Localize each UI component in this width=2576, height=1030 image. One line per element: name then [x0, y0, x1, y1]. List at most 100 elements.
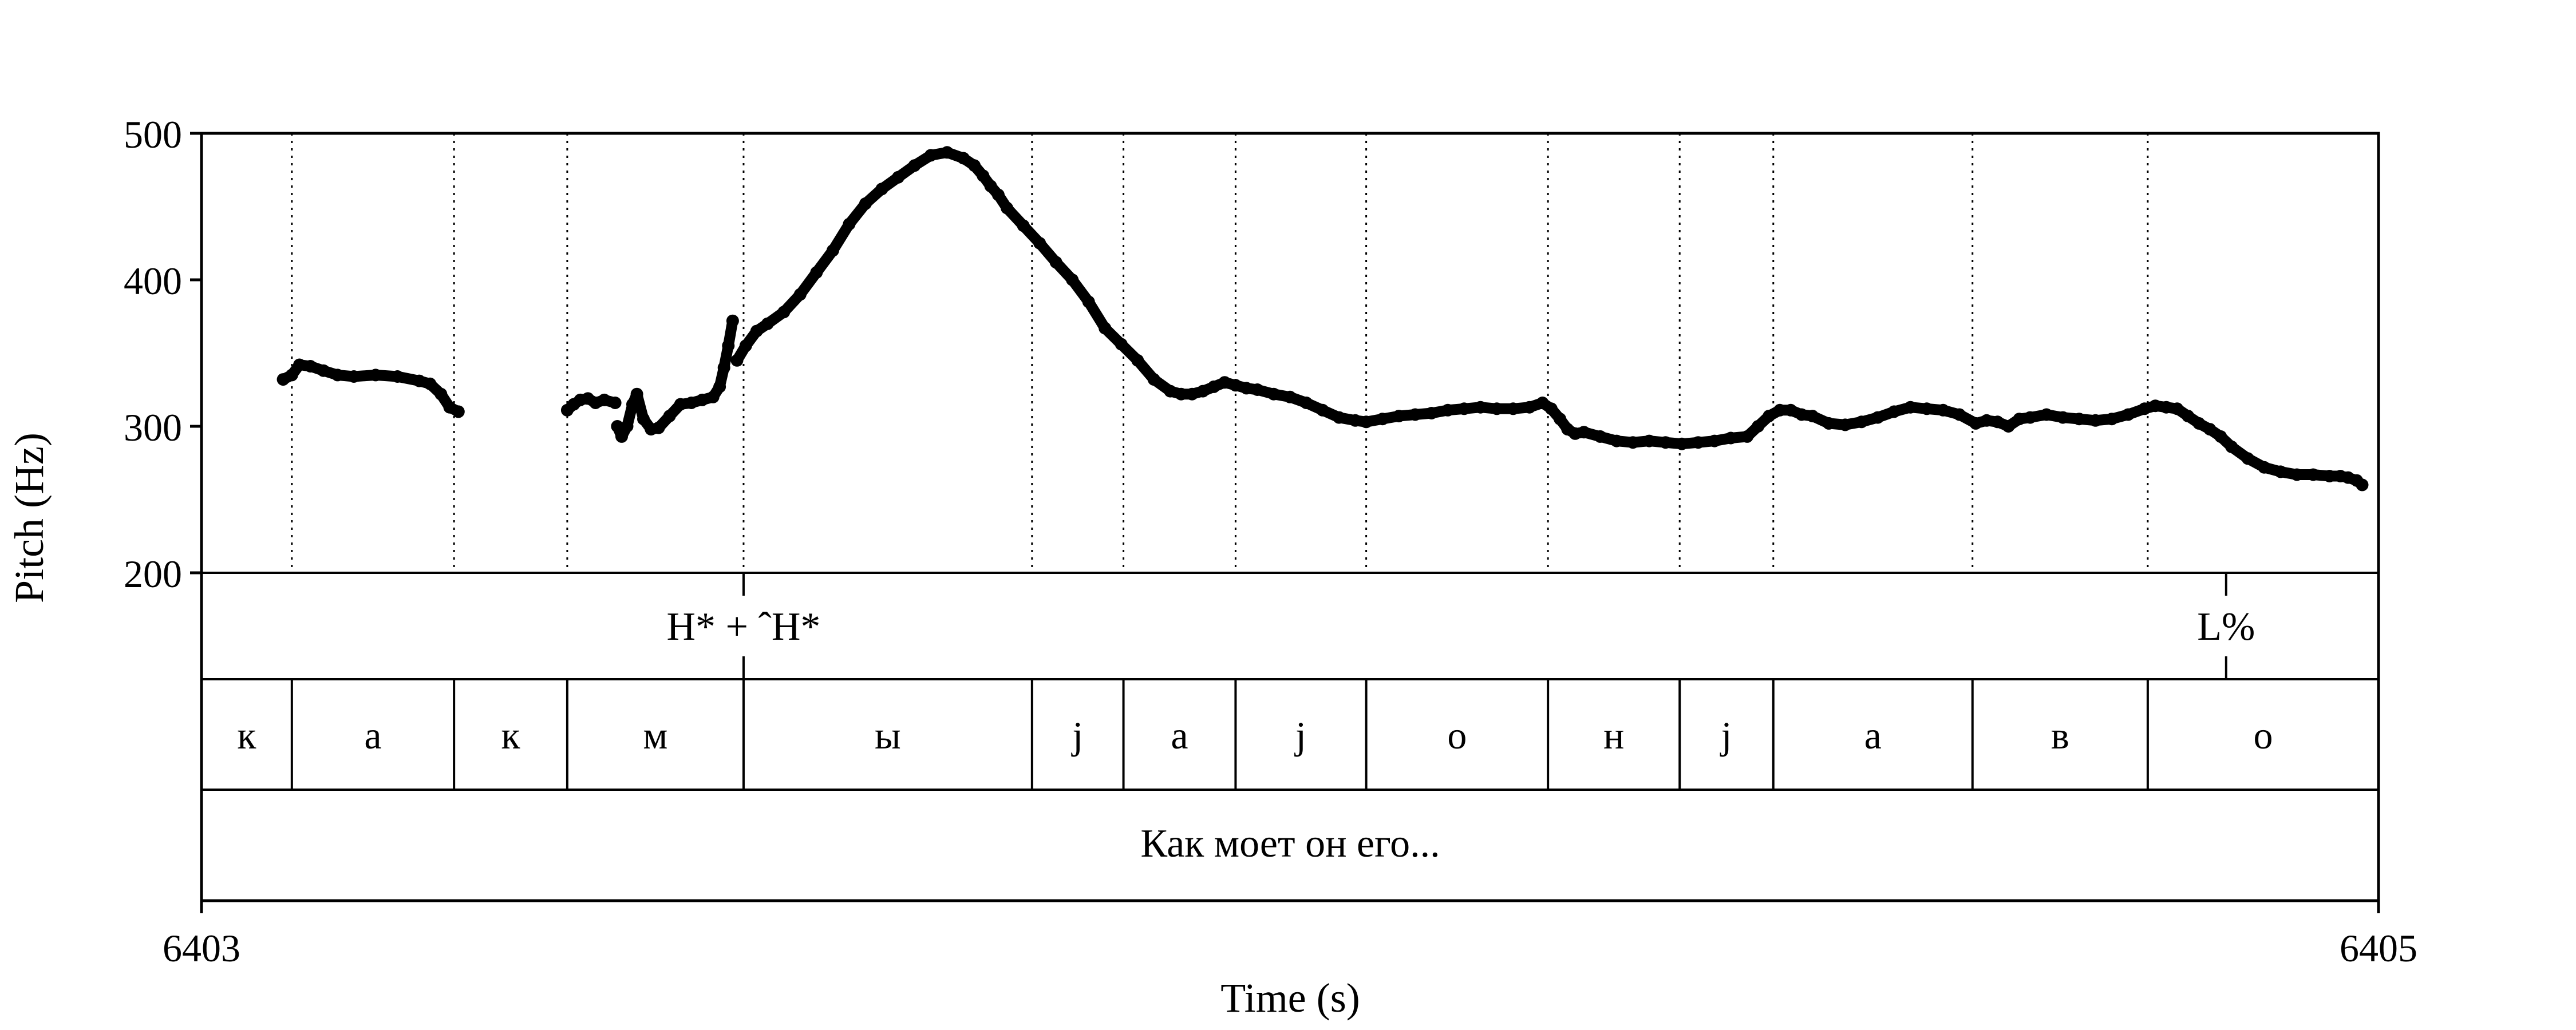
pitch-point [2182, 410, 2195, 423]
pitch-point [892, 171, 904, 184]
tone-label-1: L% [2197, 605, 2255, 649]
pitch-point [609, 397, 622, 409]
pitch-point [717, 361, 730, 374]
pitch-point [1240, 382, 1253, 395]
segment-label-7: j [1294, 714, 1306, 757]
pitch-point [1773, 403, 1787, 417]
pitch-point [1049, 256, 1062, 269]
pitch-point [1904, 401, 1917, 414]
pitch-point [1392, 410, 1405, 423]
pitch-point [722, 339, 735, 352]
pitch-point [2105, 413, 2119, 426]
segment-label-8: о [1447, 714, 1467, 757]
pitch-point [968, 159, 981, 172]
pitch-point [730, 354, 744, 367]
pitch-point [1207, 380, 1220, 393]
pitch-point [908, 159, 921, 172]
pitch-point [293, 358, 306, 371]
segment-label-12: в [2051, 714, 2069, 757]
pitch-point [1969, 417, 1982, 430]
pitch-point [1887, 405, 1901, 418]
segment-label-2: к [501, 714, 521, 757]
pitch-point [2274, 465, 2287, 478]
pitch-point [2258, 461, 2271, 474]
pitch-point [630, 387, 643, 401]
pitch-point [2214, 430, 2227, 443]
pitch-point [685, 397, 698, 409]
sentence-label: Как моет он его... [1140, 822, 1440, 866]
pitch-point [413, 374, 426, 387]
pitch-point [991, 188, 1005, 201]
pitch-point [2040, 408, 2053, 421]
pitch-point [1763, 410, 1776, 423]
segment-label-6: а [1171, 714, 1188, 757]
pitch-point [2356, 478, 2369, 492]
pitch-point [1229, 379, 1242, 392]
pitch-point [331, 369, 344, 382]
pitch-point [761, 317, 774, 330]
pitch-point [2056, 411, 2069, 424]
pitch-point [1692, 436, 1705, 449]
pitch-point [1626, 436, 1639, 449]
pitch-point [1457, 402, 1471, 415]
pitch-point [1196, 385, 1210, 398]
pitch-point [615, 430, 628, 443]
pitch-point [1349, 414, 1362, 427]
pitch-point [924, 149, 937, 162]
pitch-point [2241, 452, 2254, 465]
pitch-point [391, 370, 404, 383]
pitch-point [1741, 430, 1754, 443]
pitch-point [2002, 420, 2015, 433]
pitch-point [1186, 387, 1199, 401]
y-tick-label-400: 400 [124, 259, 182, 303]
pitch-point [1659, 436, 1672, 449]
pitch-point [2323, 470, 2336, 482]
pitch-point [1316, 403, 1329, 417]
pitch-point [621, 420, 634, 433]
pitch-point [1795, 408, 1808, 421]
pitch-point [304, 360, 317, 373]
pitch-point [1164, 385, 1177, 398]
pitch-point [434, 387, 448, 401]
pitch-point [2089, 414, 2102, 427]
pitch-point [674, 398, 687, 411]
pitch-point [1937, 403, 1950, 417]
pitch-point [637, 413, 650, 426]
x-tick-label-end: 6405 [2340, 926, 2417, 970]
pitch-contour [276, 146, 2369, 492]
pitch-point [2121, 408, 2135, 421]
pitch-point [706, 390, 720, 403]
segment-label-10: j [1720, 714, 1732, 757]
pitch-point [652, 421, 665, 434]
pitch-point [1441, 403, 1455, 417]
segment-boundaries [290, 133, 2149, 790]
pitch-point [1991, 415, 2004, 429]
pitch-point [1267, 387, 1280, 401]
pitch-point [1507, 402, 1520, 415]
pitch-point [2306, 468, 2320, 481]
segment-label-13: о [2253, 714, 2273, 757]
pitch-point [957, 152, 970, 165]
pitch-point [843, 217, 856, 231]
pitch-point [1425, 407, 1438, 419]
pitch-point [2024, 411, 2037, 424]
x-tick-labels: 6403 6405 [163, 926, 2417, 970]
pitch-point [2013, 413, 2026, 426]
pitch-point [452, 405, 465, 418]
pitch-point [826, 244, 839, 257]
pitch-point [1920, 402, 1933, 415]
segment-label-1: а [364, 714, 381, 757]
pitch-point [347, 370, 361, 383]
y-tick-labels: 500 400 300 200 [124, 113, 182, 596]
pitch-point [1806, 410, 1819, 423]
pitch-point [2073, 413, 2086, 426]
y-tick-label-300: 300 [124, 406, 182, 449]
pitch-point [984, 180, 997, 193]
pitch-point [1554, 413, 1567, 426]
pitch-point [1360, 415, 1373, 429]
pitch-point [1839, 418, 1852, 431]
plot-frame [200, 132, 2380, 902]
pitch-point [1218, 376, 1231, 389]
